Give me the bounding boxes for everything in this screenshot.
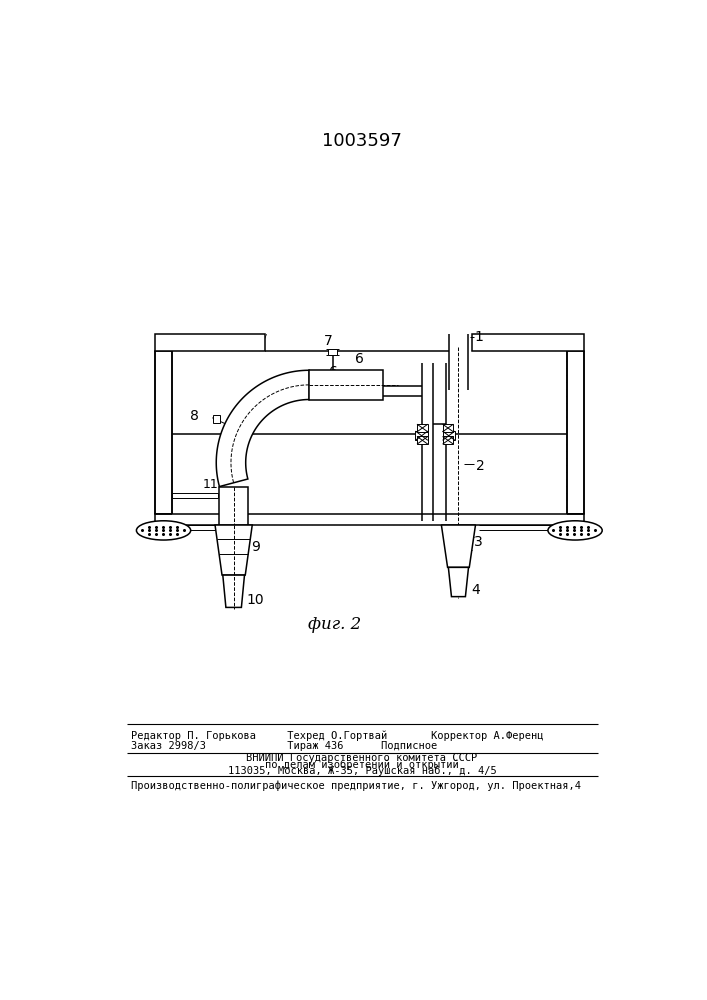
Text: 1: 1 <box>474 330 483 344</box>
Bar <box>309 370 383 400</box>
Text: Производственно-полиграфическое предприятие, г. Ужгород, ул. Проектная,4: Производственно-полиграфическое предприя… <box>131 781 581 791</box>
Bar <box>417 424 428 432</box>
Text: фиг. 2: фиг. 2 <box>308 616 361 633</box>
Polygon shape <box>216 370 309 487</box>
Text: 1003597: 1003597 <box>322 132 402 150</box>
Bar <box>213 415 221 423</box>
Ellipse shape <box>548 521 602 540</box>
Text: 113035, Москва, Ж-35, Раушская наб., д. 4/5: 113035, Москва, Ж-35, Раушская наб., д. … <box>228 766 496 776</box>
Text: Редактор П. Горькова     Техред О.Гортвай       Корректор А.Ференц: Редактор П. Горькова Техред О.Гортвай Ко… <box>131 731 544 741</box>
Text: 8: 8 <box>189 409 199 423</box>
Text: 10: 10 <box>246 593 264 607</box>
Bar <box>566 351 583 514</box>
Bar <box>443 431 455 440</box>
Polygon shape <box>215 525 252 575</box>
Bar <box>172 493 218 498</box>
Bar <box>155 351 172 514</box>
Bar <box>155 514 583 525</box>
Polygon shape <box>223 575 245 607</box>
Text: 5: 5 <box>368 369 376 383</box>
Bar <box>443 436 453 444</box>
Text: Заказ 2998/3             Тираж 436      Подписное: Заказ 2998/3 Тираж 436 Подписное <box>131 741 437 751</box>
Text: 11: 11 <box>203 478 219 491</box>
Bar <box>219 487 248 525</box>
Polygon shape <box>441 525 476 567</box>
Bar <box>443 424 453 432</box>
Text: 6: 6 <box>355 352 364 366</box>
Bar <box>328 349 337 355</box>
Text: 9: 9 <box>251 540 259 554</box>
Text: 6: 6 <box>329 365 337 379</box>
Bar <box>472 334 583 351</box>
Text: 4: 4 <box>471 583 479 597</box>
Text: по делам изобретений и открытий: по делам изобретений и открытий <box>265 759 459 770</box>
Text: 3: 3 <box>474 535 483 549</box>
Bar <box>417 436 428 444</box>
Ellipse shape <box>136 521 191 540</box>
Text: 2: 2 <box>476 460 484 474</box>
Bar <box>155 334 265 351</box>
Text: ВНИИПИ Государственного комитета СССР: ВНИИПИ Государственного комитета СССР <box>246 753 477 763</box>
Text: 7: 7 <box>325 334 333 348</box>
Polygon shape <box>448 567 469 597</box>
Bar <box>416 431 428 440</box>
